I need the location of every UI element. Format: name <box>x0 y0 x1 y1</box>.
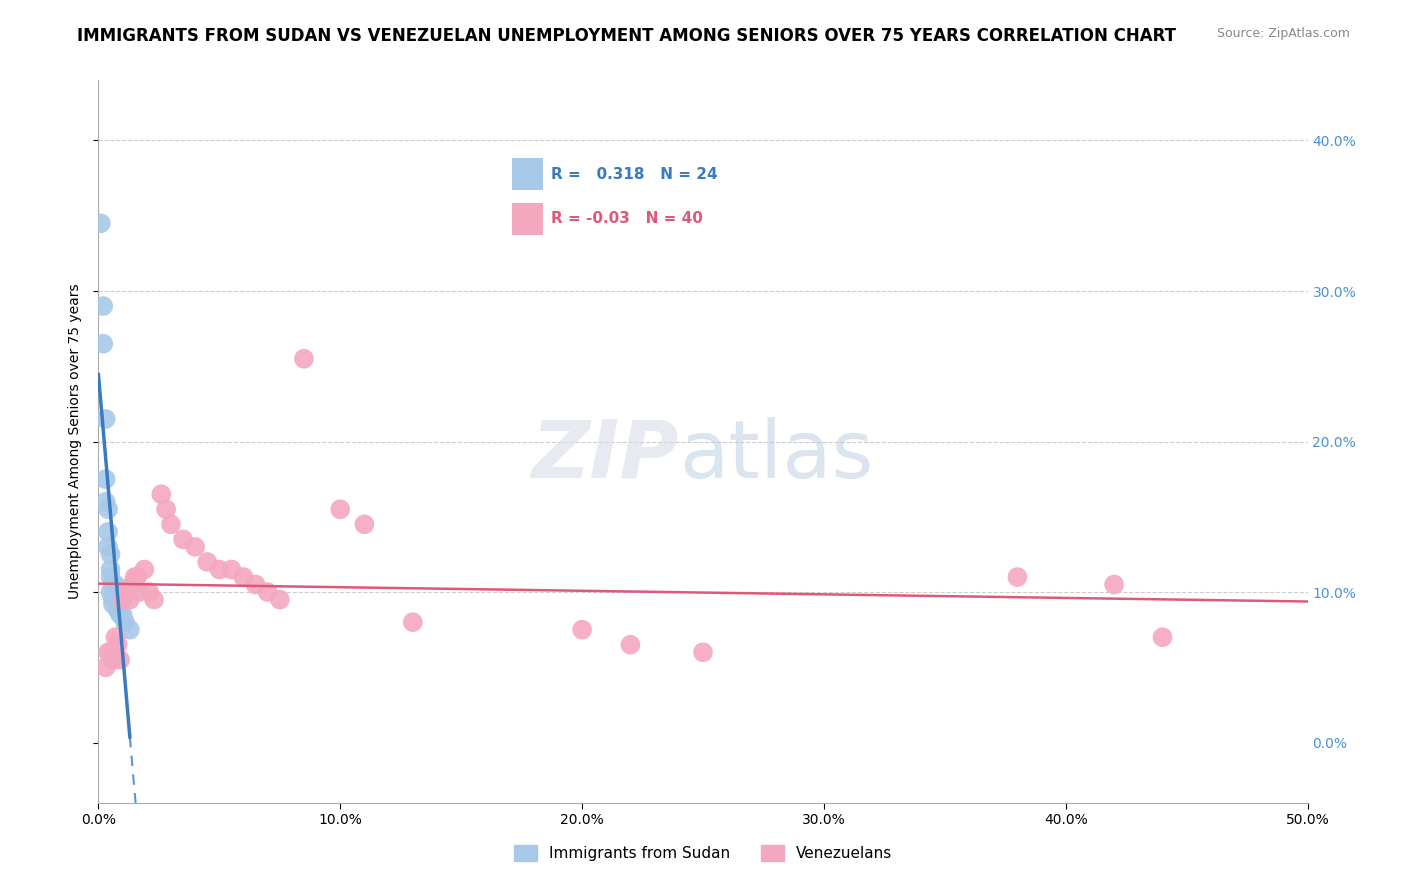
Point <box>256 585 278 599</box>
Point <box>402 615 425 630</box>
Point <box>124 570 146 584</box>
Legend: Immigrants from Sudan, Venezuelans: Immigrants from Sudan, Venezuelans <box>508 839 898 867</box>
Point <box>104 577 127 591</box>
Point <box>101 592 124 607</box>
Point <box>329 502 352 516</box>
Point <box>619 638 641 652</box>
Text: IMMIGRANTS FROM SUDAN VS VENEZUELAN UNEMPLOYMENT AMONG SENIORS OVER 75 YEARS COR: IMMIGRANTS FROM SUDAN VS VENEZUELAN UNEM… <box>77 27 1177 45</box>
Point <box>97 524 120 539</box>
Point <box>208 562 231 576</box>
Point <box>114 585 136 599</box>
Point <box>692 645 714 659</box>
Point <box>134 562 156 576</box>
Point <box>107 638 129 652</box>
Point <box>118 623 141 637</box>
Point <box>107 592 129 607</box>
Point <box>1007 570 1029 584</box>
Text: R =   0.318   N = 24: R = 0.318 N = 24 <box>551 167 717 182</box>
Point <box>143 592 166 607</box>
Point <box>104 585 127 599</box>
Point <box>91 299 114 313</box>
Y-axis label: Unemployment Among Seniors over 75 years: Unemployment Among Seniors over 75 years <box>67 284 82 599</box>
Point <box>104 630 127 644</box>
Point <box>195 555 218 569</box>
Point <box>94 494 117 508</box>
Point <box>101 653 124 667</box>
Point <box>94 660 117 674</box>
Point <box>97 540 120 554</box>
Point <box>155 502 177 516</box>
Point <box>111 607 134 622</box>
Point <box>292 351 315 366</box>
Point <box>128 585 150 599</box>
Point <box>184 540 207 554</box>
Point <box>160 517 183 532</box>
Point <box>101 597 124 611</box>
Point <box>97 645 120 659</box>
FancyBboxPatch shape <box>512 203 543 235</box>
Point <box>94 412 117 426</box>
Point <box>121 577 143 591</box>
Point <box>172 533 194 547</box>
Point <box>100 548 122 562</box>
Point <box>100 562 122 576</box>
Point <box>108 653 131 667</box>
Point <box>353 517 375 532</box>
Point <box>111 592 134 607</box>
Text: R = -0.03   N = 40: R = -0.03 N = 40 <box>551 211 703 226</box>
Point <box>117 585 139 599</box>
Point <box>232 570 254 584</box>
Point <box>114 615 136 630</box>
Text: Source: ZipAtlas.com: Source: ZipAtlas.com <box>1216 27 1350 40</box>
Point <box>138 585 160 599</box>
Point <box>269 592 291 607</box>
Point <box>90 216 112 230</box>
Point <box>100 570 122 584</box>
Point <box>150 487 173 501</box>
Point <box>1152 630 1174 644</box>
Point <box>571 623 593 637</box>
FancyBboxPatch shape <box>512 158 543 190</box>
Text: ZIP: ZIP <box>531 417 679 495</box>
Point <box>100 585 122 599</box>
Point <box>100 645 122 659</box>
Point <box>97 502 120 516</box>
Point <box>118 592 141 607</box>
Point <box>127 570 149 584</box>
Point <box>221 562 243 576</box>
Point <box>94 472 117 486</box>
Point <box>91 336 114 351</box>
Text: atlas: atlas <box>679 417 873 495</box>
Point <box>107 603 129 617</box>
Point <box>101 577 124 591</box>
Point <box>108 607 131 622</box>
Point <box>1102 577 1125 591</box>
Point <box>245 577 267 591</box>
